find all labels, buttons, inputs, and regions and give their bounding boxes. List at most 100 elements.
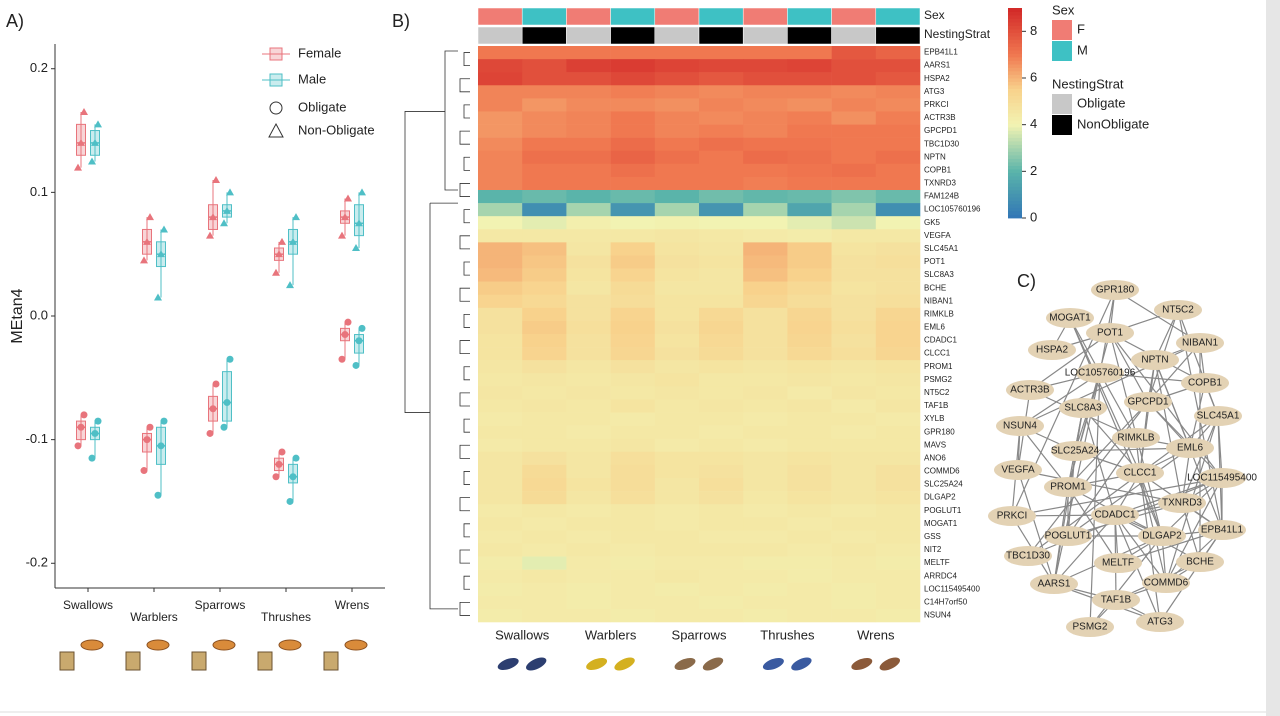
heat-cell [787, 216, 832, 230]
point [338, 231, 346, 239]
gene-label: DLGAP2 [924, 493, 956, 502]
heat-cell [566, 268, 611, 282]
edge [1019, 372, 1101, 427]
point [292, 213, 300, 221]
point [220, 219, 228, 227]
heat-cell [522, 464, 567, 479]
colorbar-step [1008, 88, 1022, 93]
heat-cell [654, 307, 700, 322]
point [344, 194, 352, 202]
heat-cell [654, 399, 700, 413]
node-label: POGLUT1 [1045, 531, 1092, 542]
heat-cell [787, 124, 832, 138]
heat-cell [787, 582, 832, 597]
point [212, 380, 220, 388]
heat-cell [831, 111, 877, 125]
heat-cell [699, 425, 744, 440]
box [222, 371, 232, 422]
heat-cell [875, 360, 921, 374]
edge [1154, 359, 1183, 504]
heat-cell [831, 451, 877, 466]
heat-cell [743, 595, 788, 610]
colorbar-step [1008, 25, 1022, 30]
dendrogram [459, 78, 470, 93]
nest [212, 639, 236, 651]
heat-cell [743, 347, 788, 361]
y-tick-label: 0.1 [30, 184, 48, 199]
nesting-annotation [477, 26, 523, 45]
heat-cell [566, 543, 611, 557]
heat-cell [610, 425, 656, 440]
node-label: CDADC1 [1094, 510, 1136, 521]
heat-cell [478, 150, 523, 165]
heat-cell [522, 72, 567, 86]
heat-cell [743, 530, 788, 544]
heat-cell [787, 255, 832, 269]
heat-cell [566, 176, 611, 191]
heat-cell [654, 216, 700, 230]
heat-cell [699, 190, 744, 204]
heat-cell [875, 373, 921, 387]
heat-cell [875, 504, 921, 518]
heat-cell [610, 150, 656, 165]
colorbar-step [1008, 120, 1022, 124]
heat-cell [610, 582, 656, 597]
point [223, 206, 231, 214]
gene-label: NSUN4 [924, 611, 952, 620]
heat-cell [787, 530, 832, 544]
heat-cell [478, 334, 523, 348]
nest-box [125, 651, 141, 671]
heat-cell [654, 255, 700, 269]
heat-cell [875, 85, 921, 99]
heat-cell [743, 59, 788, 73]
legend-key [1052, 20, 1072, 40]
heat-cell [831, 543, 877, 557]
heat-cell [522, 268, 567, 282]
gene-label: PROM1 [924, 362, 953, 371]
colorbar-step [1008, 183, 1022, 187]
heat-cell [699, 464, 744, 479]
heat-cell [610, 307, 656, 322]
heat-cell [522, 150, 567, 165]
heat-cell [699, 163, 744, 178]
heat-cell [610, 137, 656, 152]
heat-cell [478, 438, 523, 453]
heat-cell [699, 347, 744, 361]
point [88, 157, 96, 165]
heat-cell [566, 399, 611, 413]
heat-cell [699, 98, 744, 112]
point [289, 237, 297, 245]
colorbar-step [1008, 8, 1022, 12]
heat-cell [566, 216, 611, 230]
colorbar-step [1008, 148, 1022, 152]
heat-cell [522, 320, 567, 335]
heat-cell [566, 478, 611, 492]
heat-cell [699, 176, 744, 191]
heat-cell [654, 46, 700, 60]
colorbar-step [1008, 64, 1022, 68]
heat-cell [522, 163, 567, 178]
point [220, 423, 228, 431]
colorbar-step [1008, 53, 1022, 58]
heat-cell [875, 59, 921, 73]
heat-cell [699, 517, 744, 531]
heat-cell [610, 163, 656, 178]
gene-label: HSPA2 [924, 74, 950, 83]
edge [1019, 425, 1069, 488]
heat-cell [743, 569, 788, 584]
gene-label: MELTF [924, 558, 950, 567]
heat-cell [610, 294, 656, 309]
heat-cell [610, 530, 656, 544]
dendrogram [459, 601, 470, 616]
heat-cell [566, 124, 611, 138]
gene-label: CLCC1 [924, 349, 951, 358]
node-label: TAF1B [1101, 595, 1132, 606]
heat-cell [566, 229, 611, 243]
heat-cell [610, 412, 656, 426]
dendrogram [463, 209, 470, 224]
colorbar-step [1008, 15, 1022, 19]
gene-label: ANO6 [924, 453, 946, 462]
heat-cell [699, 412, 744, 426]
heat-cell [831, 517, 877, 531]
nest-box [191, 651, 207, 671]
